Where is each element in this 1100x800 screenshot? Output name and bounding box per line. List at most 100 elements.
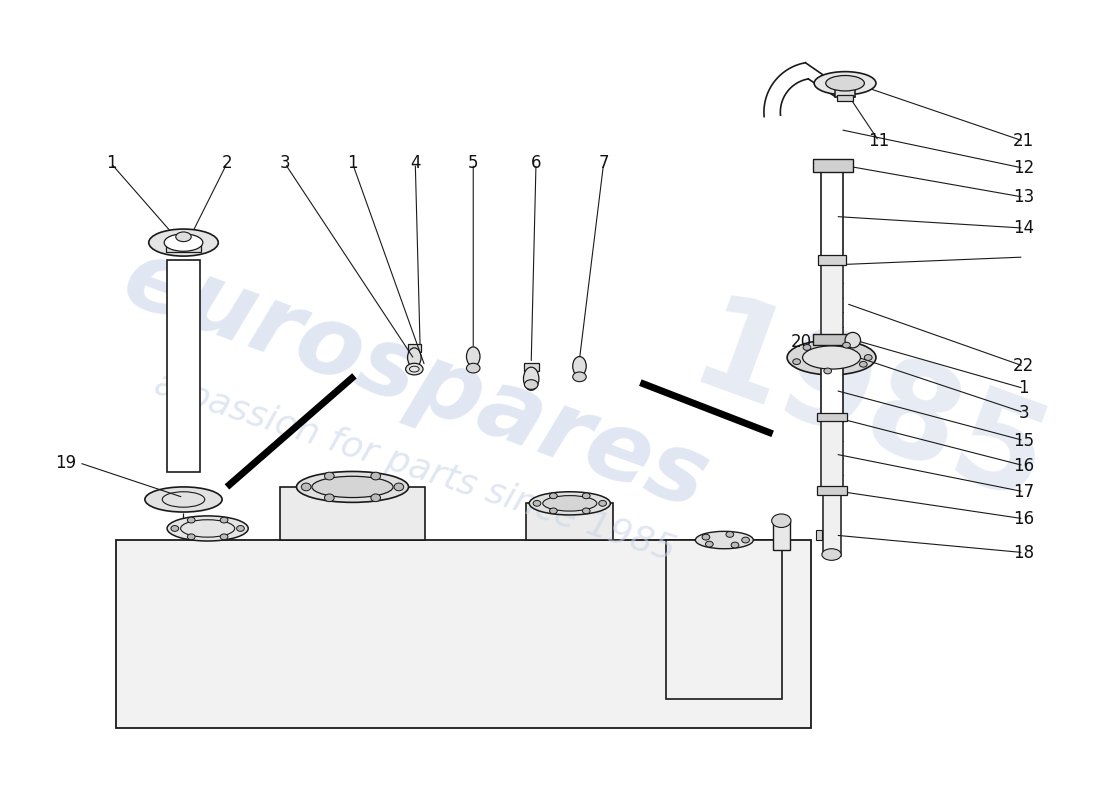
Bar <box>166 242 201 252</box>
Text: 1: 1 <box>106 154 117 172</box>
Bar <box>821 172 843 257</box>
Ellipse shape <box>187 517 195 523</box>
Bar <box>821 361 843 414</box>
Text: 17: 17 <box>1013 482 1034 501</box>
Text: 20: 20 <box>791 333 812 351</box>
Ellipse shape <box>859 362 867 367</box>
Ellipse shape <box>406 363 424 375</box>
Ellipse shape <box>845 332 860 348</box>
Ellipse shape <box>176 232 191 242</box>
Bar <box>817 413 847 422</box>
Bar <box>835 82 855 97</box>
Ellipse shape <box>220 517 228 523</box>
Ellipse shape <box>371 472 381 480</box>
Text: 11: 11 <box>868 132 890 150</box>
Ellipse shape <box>573 357 586 376</box>
Ellipse shape <box>843 342 850 348</box>
Text: eurospares: eurospares <box>110 232 720 530</box>
Text: 7: 7 <box>598 154 609 172</box>
Text: 2: 2 <box>221 154 232 172</box>
Ellipse shape <box>167 516 249 541</box>
Ellipse shape <box>220 534 228 540</box>
Bar <box>667 540 782 699</box>
Text: 4: 4 <box>410 154 420 172</box>
Ellipse shape <box>824 368 832 374</box>
Ellipse shape <box>550 508 558 514</box>
Text: 22: 22 <box>1013 357 1034 375</box>
Text: 1985: 1985 <box>674 287 1064 532</box>
Text: 1: 1 <box>348 154 358 172</box>
Ellipse shape <box>702 534 710 540</box>
Ellipse shape <box>324 494 334 502</box>
Ellipse shape <box>529 492 611 515</box>
Ellipse shape <box>772 514 791 527</box>
Ellipse shape <box>301 483 311 490</box>
Text: 13: 13 <box>1013 188 1034 206</box>
Ellipse shape <box>582 508 590 514</box>
Text: 6: 6 <box>531 154 541 172</box>
Ellipse shape <box>466 347 480 366</box>
Ellipse shape <box>534 501 541 506</box>
Text: 3: 3 <box>1019 403 1028 422</box>
Ellipse shape <box>793 358 801 365</box>
Ellipse shape <box>542 496 597 511</box>
Bar <box>817 486 847 494</box>
Bar <box>813 334 852 345</box>
Bar <box>525 363 539 371</box>
Ellipse shape <box>525 380 538 390</box>
Text: 19: 19 <box>55 454 76 472</box>
Text: 5: 5 <box>468 154 478 172</box>
Text: 3: 3 <box>279 154 290 172</box>
Ellipse shape <box>573 372 586 382</box>
Ellipse shape <box>822 549 842 560</box>
Ellipse shape <box>705 542 713 547</box>
Ellipse shape <box>164 234 202 251</box>
Ellipse shape <box>297 471 408 502</box>
Ellipse shape <box>550 493 558 498</box>
Ellipse shape <box>865 354 872 361</box>
Ellipse shape <box>408 348 421 367</box>
Ellipse shape <box>726 531 734 538</box>
Ellipse shape <box>312 476 393 498</box>
Ellipse shape <box>695 531 754 549</box>
Bar <box>408 344 421 352</box>
Ellipse shape <box>187 534 195 540</box>
Text: a passion for parts since 1985: a passion for parts since 1985 <box>151 367 680 568</box>
Bar <box>837 95 852 101</box>
Ellipse shape <box>803 346 860 369</box>
Text: 18: 18 <box>1013 543 1034 562</box>
Ellipse shape <box>394 483 404 490</box>
Text: 21: 21 <box>1013 132 1034 150</box>
Ellipse shape <box>170 526 178 531</box>
Bar <box>772 521 790 550</box>
Ellipse shape <box>582 493 590 498</box>
Ellipse shape <box>741 537 749 543</box>
Ellipse shape <box>826 75 865 91</box>
Ellipse shape <box>466 363 480 373</box>
Ellipse shape <box>732 542 739 548</box>
Bar <box>527 503 614 540</box>
Bar <box>823 494 842 557</box>
Text: 12: 12 <box>1013 159 1034 178</box>
Bar <box>821 422 843 487</box>
Ellipse shape <box>371 494 381 502</box>
Ellipse shape <box>814 72 876 95</box>
Bar <box>280 487 425 540</box>
Text: 1: 1 <box>1019 379 1028 398</box>
Bar <box>818 255 846 265</box>
Bar <box>821 265 843 336</box>
Bar <box>813 158 852 172</box>
Ellipse shape <box>236 526 244 531</box>
Bar <box>116 540 812 728</box>
Ellipse shape <box>788 340 876 375</box>
Bar <box>816 530 822 540</box>
Ellipse shape <box>803 345 811 350</box>
Text: 16: 16 <box>1013 510 1034 528</box>
Text: 16: 16 <box>1013 457 1034 474</box>
Ellipse shape <box>148 229 218 256</box>
Ellipse shape <box>324 472 334 480</box>
Bar <box>167 260 200 473</box>
Text: 14: 14 <box>1013 219 1034 237</box>
Ellipse shape <box>598 501 606 506</box>
Text: 15: 15 <box>1013 431 1034 450</box>
